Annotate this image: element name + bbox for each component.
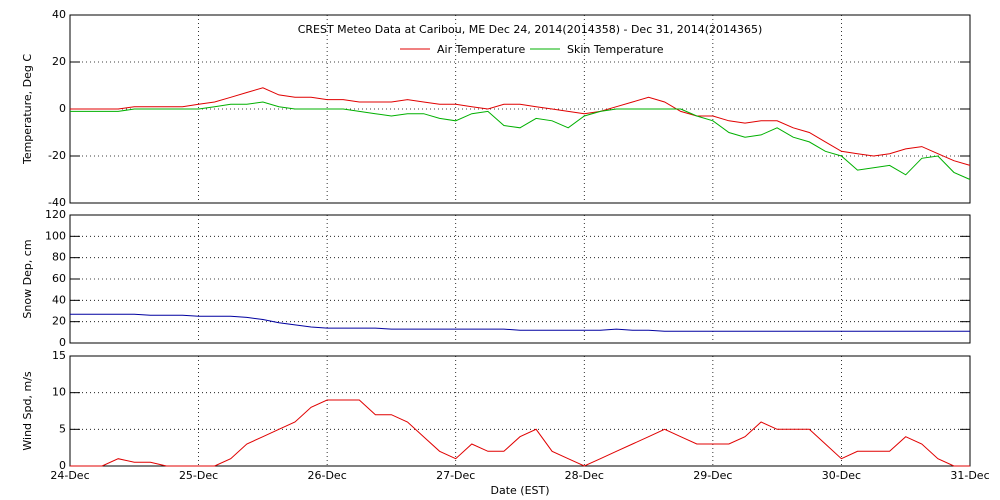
x-tick-label: 28-Dec xyxy=(565,469,604,482)
x-tick-label: 27-Dec xyxy=(436,469,475,482)
y-tick-label: 120 xyxy=(45,208,66,221)
data-line xyxy=(70,87,971,166)
x-tick-label: 31-Dec xyxy=(950,469,989,482)
x-tick-label: 26-Dec xyxy=(308,469,347,482)
y-tick-label: -20 xyxy=(48,149,66,162)
x-tick-label: 25-Dec xyxy=(179,469,218,482)
data-line xyxy=(70,313,970,332)
y-tick-label: 20 xyxy=(52,315,66,328)
data-line xyxy=(70,399,970,467)
y-tick-label: 60 xyxy=(52,272,66,285)
x-tick-label: 30-Dec xyxy=(822,469,861,482)
y-axis-label: Temperature, Deg C xyxy=(21,54,34,165)
plot-frame xyxy=(69,355,971,467)
y-tick-label: 15 xyxy=(52,349,66,362)
y-axis-label: Snow Dep, cm xyxy=(21,239,34,318)
legend-label: Skin Temperature xyxy=(567,43,664,56)
y-tick-label: 0 xyxy=(59,459,66,472)
y-tick-label: 10 xyxy=(52,386,66,399)
x-axis-label: Date (EST) xyxy=(490,484,549,497)
x-tick-label: 29-Dec xyxy=(693,469,732,482)
y-tick-label: 5 xyxy=(59,422,66,435)
legend-label: Air Temperature xyxy=(437,43,526,56)
x-tick-label: 24-Dec xyxy=(50,469,89,482)
y-tick-label: -40 xyxy=(48,196,66,209)
y-tick-label: 0 xyxy=(59,336,66,349)
chart-title: CREST Meteo Data at Caribou, ME Dec 24, … xyxy=(298,23,763,36)
y-tick-label: 0 xyxy=(59,102,66,115)
y-tick-label: 20 xyxy=(52,55,66,68)
y-tick-label: 100 xyxy=(45,229,66,242)
y-axis-label: Wind Spd, m/s xyxy=(21,371,34,451)
y-tick-label: 40 xyxy=(52,293,66,306)
y-tick-label: 80 xyxy=(52,251,66,264)
data-line xyxy=(70,101,971,180)
y-tick-label: 40 xyxy=(52,8,66,21)
